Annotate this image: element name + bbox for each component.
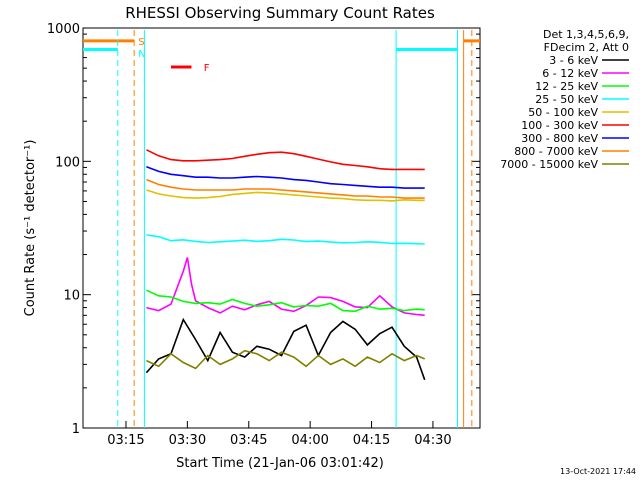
series-line-1 (146, 257, 425, 317)
series-lines (145, 149, 426, 381)
series-line-4 (146, 189, 425, 202)
annotation-S: S (138, 37, 144, 48)
y-axis-label: Count Rate (s⁻¹ detector⁻¹) (23, 140, 38, 317)
series-line-2 (146, 289, 425, 313)
legend-label-0: 3 - 6 keV (549, 54, 598, 67)
y-tick-label-3: 1000 (47, 22, 80, 37)
x-tick-label-1: 03:30 (169, 433, 206, 448)
y-tick-label-1: 10 (63, 289, 80, 304)
y-tick-label-0: 1 (72, 422, 80, 437)
x-tick-label-0: 03:15 (107, 433, 144, 448)
legend-label-3: 25 - 50 keV (535, 93, 598, 106)
legend-label-6: 300 - 800 keV (521, 132, 598, 145)
series-line-0 (145, 317, 426, 381)
legend-label-4: 50 - 100 keV (528, 106, 598, 119)
x-axis: 03:15 03:30 03:45 04:00 04:15 04:30 (107, 421, 452, 448)
series-line-6 (146, 166, 425, 189)
legend-label-2: 12 - 25 keV (535, 80, 598, 93)
plot-area (82, 27, 481, 429)
legend: Det 1,3,4,5,6,9,FDecim 2, Att 03 - 6 keV… (500, 28, 629, 171)
legend-label-7: 800 - 7000 keV (514, 145, 598, 158)
series-line-7 (146, 178, 425, 199)
x-tick-label-3: 04:00 (291, 433, 328, 448)
x-tick-label-4: 04:15 (353, 433, 390, 448)
legend-header-1: FDecim 2, Att 0 (544, 41, 629, 54)
legend-label-1: 6 - 12 keV (542, 67, 598, 80)
y-axis: 1 10 100 1000 (47, 22, 480, 437)
x-axis-label: Start Time (21-Jan-06 03:01:42) (176, 456, 384, 471)
annotation-N: N (138, 49, 145, 60)
annotations: SN F (138, 37, 209, 74)
series-line-8 (146, 349, 426, 370)
legend-label-5: 100 - 300 keV (521, 119, 598, 132)
annotation-F: F (204, 63, 210, 74)
chart-title: RHESSI Observing Summary Count Rates (125, 4, 435, 22)
x-tick-label-2: 03:45 (230, 433, 267, 448)
boundary-lines (117, 30, 473, 428)
legend-header-0: Det 1,3,4,5,6,9, (543, 28, 629, 41)
footer-timestamp: 13-Oct-2021 17:44 (560, 467, 636, 476)
series-line-5 (146, 149, 425, 171)
y-tick-label-2: 100 (55, 155, 80, 170)
legend-label-8: 7000 - 15000 keV (500, 158, 598, 171)
x-tick-label-5: 04:30 (414, 433, 451, 448)
series-line-3 (146, 234, 425, 245)
